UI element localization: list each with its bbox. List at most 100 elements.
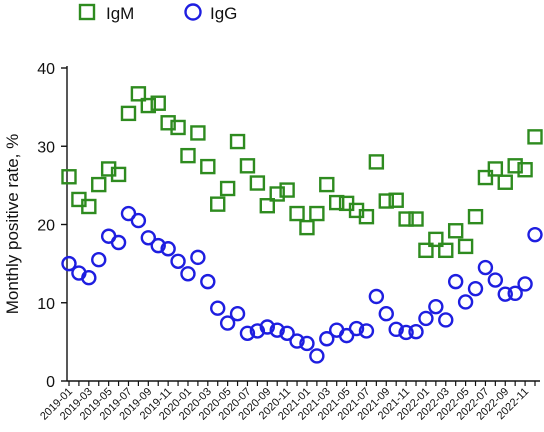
igm-point xyxy=(378,193,394,209)
igg-point xyxy=(229,306,246,322)
igg-point xyxy=(477,259,494,276)
igm-point xyxy=(487,161,504,177)
igg-point xyxy=(219,315,236,331)
igm-point xyxy=(190,125,206,141)
igm-point xyxy=(120,105,137,122)
igg-point xyxy=(61,255,77,272)
igm-point xyxy=(497,174,513,190)
igg-point xyxy=(368,288,385,305)
y-tick-labels: 0 10 20 30 40 xyxy=(37,61,55,391)
igm-point xyxy=(447,223,464,239)
igm-point xyxy=(269,186,285,202)
igg-point xyxy=(398,324,414,341)
igg-point xyxy=(299,335,315,352)
series-igm xyxy=(61,86,543,259)
igg-point xyxy=(447,273,464,290)
igm-point xyxy=(279,182,295,198)
igm-point xyxy=(368,154,385,170)
y-tick-label: 20 xyxy=(37,218,55,235)
igm-point xyxy=(239,158,256,174)
igm-point xyxy=(319,176,335,193)
igg-point xyxy=(140,230,157,246)
igg-point xyxy=(428,298,444,315)
igm-point xyxy=(329,194,345,211)
igm-point xyxy=(358,208,375,225)
legend-igm-marker xyxy=(78,3,96,21)
igm-point xyxy=(91,176,107,193)
igg-point xyxy=(150,237,166,254)
igm-point xyxy=(229,133,246,150)
igg-point xyxy=(457,294,474,310)
igg-point xyxy=(170,253,186,269)
igm-point xyxy=(200,158,216,175)
igg-point xyxy=(418,310,434,327)
igm-point xyxy=(210,196,226,212)
igm-point xyxy=(309,205,325,222)
igg-point xyxy=(130,212,147,229)
igm-point xyxy=(398,211,414,227)
igg-point xyxy=(388,321,404,338)
axes xyxy=(61,66,540,386)
y-tick-label: 0 xyxy=(46,374,55,391)
igg-point xyxy=(378,306,394,322)
igg-point xyxy=(249,323,266,339)
igg-point xyxy=(210,300,226,316)
igm-point xyxy=(259,198,275,214)
igm-point xyxy=(388,192,404,208)
igg-point xyxy=(507,285,523,302)
igg-point xyxy=(467,280,484,297)
igm-point xyxy=(507,158,523,174)
igm-point xyxy=(160,115,176,131)
igm-point xyxy=(150,95,166,111)
igm-point xyxy=(299,219,315,236)
igg-point xyxy=(239,325,256,341)
igg-point xyxy=(358,323,375,339)
igm-point xyxy=(180,147,196,164)
igg-point xyxy=(120,205,137,222)
igm-point xyxy=(170,119,186,136)
igg-point xyxy=(319,331,335,347)
igg-point xyxy=(259,319,275,335)
igm-point xyxy=(81,198,97,215)
legend-igg-marker xyxy=(184,3,202,21)
igm-point xyxy=(219,180,236,197)
igg-point xyxy=(200,273,216,290)
igg-point xyxy=(279,325,295,341)
igm-point xyxy=(527,129,543,145)
igm-point xyxy=(477,169,494,186)
igg-point xyxy=(527,226,543,243)
x-tick-labels: 2019-012019-032019-052019-072019-092019-… xyxy=(38,386,531,423)
y-tick-label: 30 xyxy=(37,139,55,156)
igg-point xyxy=(180,266,196,282)
igm-point xyxy=(249,175,266,191)
igg-point xyxy=(289,333,305,349)
legend: IgM IgG xyxy=(78,3,237,23)
igm-point xyxy=(408,211,424,227)
data-marks xyxy=(61,86,543,364)
legend-igg-label: IgG xyxy=(210,4,237,23)
igg-point xyxy=(497,286,513,302)
igg-point xyxy=(438,312,454,328)
igm-point xyxy=(457,238,474,255)
igg-point xyxy=(348,320,365,337)
igm-point xyxy=(61,169,77,185)
igg-point xyxy=(487,272,504,288)
igg-point xyxy=(81,270,97,286)
legend-igm-label: IgM xyxy=(106,4,134,23)
igm-point xyxy=(428,231,444,248)
igm-point xyxy=(110,166,127,183)
igm-point xyxy=(289,205,305,222)
y-tick-label: 40 xyxy=(37,61,55,78)
igm-point xyxy=(140,97,157,114)
igm-point xyxy=(418,242,434,259)
igg-point xyxy=(408,324,424,340)
igm-point xyxy=(130,86,147,102)
igm-point xyxy=(517,162,533,178)
igg-point xyxy=(110,234,127,251)
igg-point xyxy=(338,327,355,344)
igg-point xyxy=(160,241,176,257)
igm-point xyxy=(467,208,484,225)
igg-point xyxy=(309,348,325,364)
igg-point xyxy=(91,252,107,268)
